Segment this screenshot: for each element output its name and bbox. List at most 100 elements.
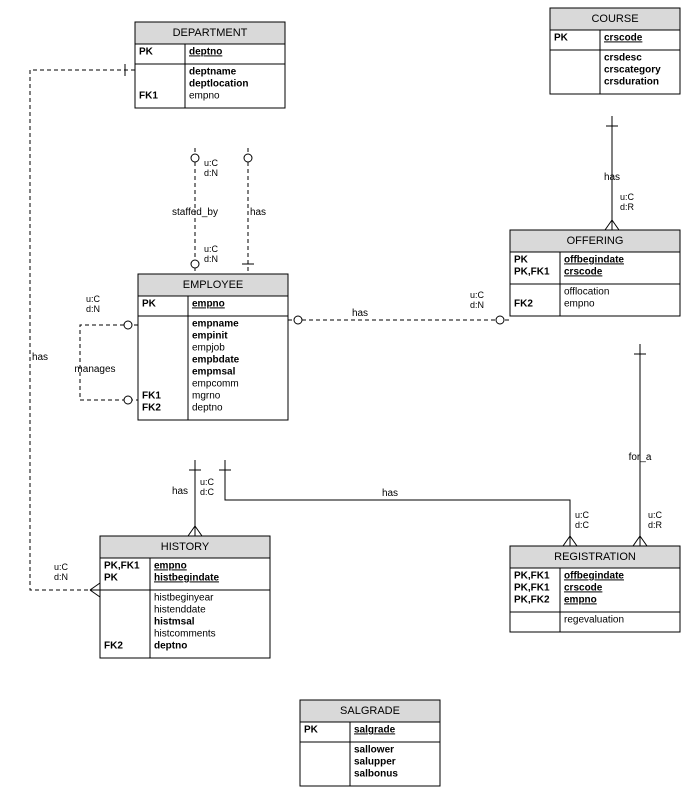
rel-off-reg-for: for_a u:Cd:R: [629, 344, 663, 546]
attr-histbegindate: histbegindate: [154, 572, 219, 583]
svg-text:u:C: u:C: [648, 510, 663, 520]
rel-emp-manages: manages u:Cd:N: [74, 294, 138, 404]
attr-offlocation: offlocation: [564, 286, 609, 297]
key-label: FK1: [142, 390, 161, 401]
entity-employee: EMPLOYEE PK empno FK1FK2 empnameempinitempjo…: [138, 274, 288, 420]
key-label: FK2: [514, 298, 533, 309]
key-label: PK,FK1: [514, 266, 550, 277]
attr-deptno: deptno: [192, 402, 223, 413]
attr-crscode: crscode: [564, 266, 603, 277]
entity-salgrade: SALGRADE PK salgrade sallowersaluppersalbon…: [300, 700, 440, 786]
key-label: FK1: [139, 90, 158, 101]
attr-empbdate: empbdate: [192, 354, 240, 365]
rel-label: has: [250, 207, 266, 218]
svg-text:u:C: u:C: [620, 192, 635, 202]
attr-empno: empno: [564, 594, 597, 605]
attr-empname: empname: [192, 318, 239, 329]
svg-text:u:C: u:C: [86, 294, 101, 304]
rel-emp-reg-has: hasu:Cd:C: [219, 460, 590, 546]
svg-text:d:C: d:C: [200, 487, 215, 497]
entity-title: HISTORY: [161, 541, 210, 553]
key-label: PK: [142, 298, 157, 309]
attr-salgrade: salgrade: [354, 724, 396, 735]
rel-label: staffed_by: [172, 207, 218, 218]
attr-histenddate: histenddate: [154, 604, 206, 615]
rel-dept-hist-has: hasu:Cd:N: [30, 64, 135, 597]
svg-text:d:N: d:N: [204, 254, 218, 264]
entity-title: REGISTRATION: [554, 551, 636, 563]
key-label: PK,FK1: [514, 570, 550, 581]
attr-empno: empno: [192, 298, 225, 309]
er-diagram: staffed_byu:Cd:Nu:Cd:Nhasmanagesu:Cd:Nha…: [0, 0, 690, 803]
attr-histcomments: histcomments: [154, 628, 216, 639]
svg-text:d:C: d:C: [575, 520, 590, 530]
svg-text:d:N: d:N: [204, 168, 218, 178]
attr-crscode: crscode: [564, 582, 603, 593]
attr-empinit: empinit: [192, 330, 228, 341]
attr-empjob: empjob: [192, 342, 225, 353]
entity-offering: OFFERING PKPK,FK1 offbegindatecrscode FK2 of…: [510, 230, 680, 316]
attr-histbeginyear: histbeginyear: [154, 592, 214, 603]
key-label: FK2: [142, 402, 161, 413]
attr-mgrno: mgrno: [192, 390, 221, 401]
rel-label: manages: [74, 364, 115, 375]
svg-text:u:C: u:C: [470, 290, 485, 300]
key-label: PK: [304, 724, 319, 735]
svg-text:u:C: u:C: [54, 562, 69, 572]
attr-sallower: sallower: [354, 744, 394, 755]
rel-label: has: [172, 486, 188, 497]
attr-offbegindate: offbegindate: [564, 570, 624, 581]
svg-text:u:C: u:C: [200, 477, 215, 487]
rel-course-off-has: hasu:Cd:R: [604, 116, 635, 230]
rel-label: has: [32, 352, 48, 363]
attr-empmsal: empmsal: [192, 366, 236, 377]
entity-course: COURSEPKcrscodecrsdesccrscategorycrsdura…: [550, 8, 680, 94]
attr-deptname: deptname: [189, 66, 237, 77]
svg-text:d:N: d:N: [86, 304, 100, 314]
entity-title: OFFERING: [567, 235, 624, 247]
attr-crscode: crscode: [604, 32, 643, 43]
rel-label: has: [382, 488, 398, 499]
attr-salupper: salupper: [354, 756, 396, 767]
attr-empcomm: empcomm: [192, 378, 239, 389]
svg-text:d:N: d:N: [54, 572, 68, 582]
attr-empno: empno: [564, 298, 595, 309]
entity-title: EMPLOYEE: [183, 279, 244, 291]
rel-label: for_a: [629, 452, 652, 463]
key-label: PK: [104, 572, 119, 583]
svg-text:d:N: d:N: [470, 300, 484, 310]
attr-crsduration: crsduration: [604, 76, 659, 87]
attr-deptno: deptno: [189, 46, 222, 57]
attr-empno: empno: [189, 90, 220, 101]
entity-history: HISTORY PK,FK1PK empnohistbegindate FK2 hist…: [100, 536, 270, 658]
svg-text:u:C: u:C: [204, 158, 219, 168]
entity-title: COURSE: [591, 13, 638, 25]
attr-deptno: deptno: [154, 640, 187, 651]
rel-label: has: [604, 172, 620, 183]
rel-label: has: [352, 308, 368, 319]
entity-title: SALGRADE: [340, 705, 400, 717]
key-label: PK: [139, 46, 154, 57]
attr-regevaluation: regevaluation: [564, 614, 624, 625]
attr-crscategory: crscategory: [604, 64, 661, 75]
entity-title: DEPARTMENT: [173, 27, 248, 39]
key-label: PK,FK1: [514, 582, 550, 593]
entity-department: DEPARTMENT PK deptno FK1 deptnamedeptlocatio…: [135, 22, 285, 108]
entity-registration: REGISTRATIONPK,FK1PK,FK1PK,FK2offbeginda…: [510, 546, 680, 632]
key-label: PK: [514, 254, 529, 265]
attr-empno: empno: [154, 560, 187, 571]
svg-text:u:C: u:C: [204, 244, 219, 254]
key-label: FK2: [104, 640, 123, 651]
rel-dept-emp-has: has: [242, 148, 266, 274]
attr-offbegindate: offbegindate: [564, 254, 624, 265]
svg-text:d:R: d:R: [648, 520, 663, 530]
rel-emp-hist-has: has u:Cd:C: [172, 460, 215, 536]
key-label: PK,FK2: [514, 594, 550, 605]
attr-salbonus: salbonus: [354, 768, 398, 779]
svg-text:d:R: d:R: [620, 202, 635, 212]
key-label: PK,FK1: [104, 560, 140, 571]
key-label: PK: [554, 32, 569, 43]
attr-histmsal: histmsal: [154, 616, 195, 627]
rel-dept-emp-staffed: staffed_byu:Cd:Nu:Cd:N: [172, 148, 218, 274]
attr-deptlocation: deptlocation: [189, 78, 248, 89]
